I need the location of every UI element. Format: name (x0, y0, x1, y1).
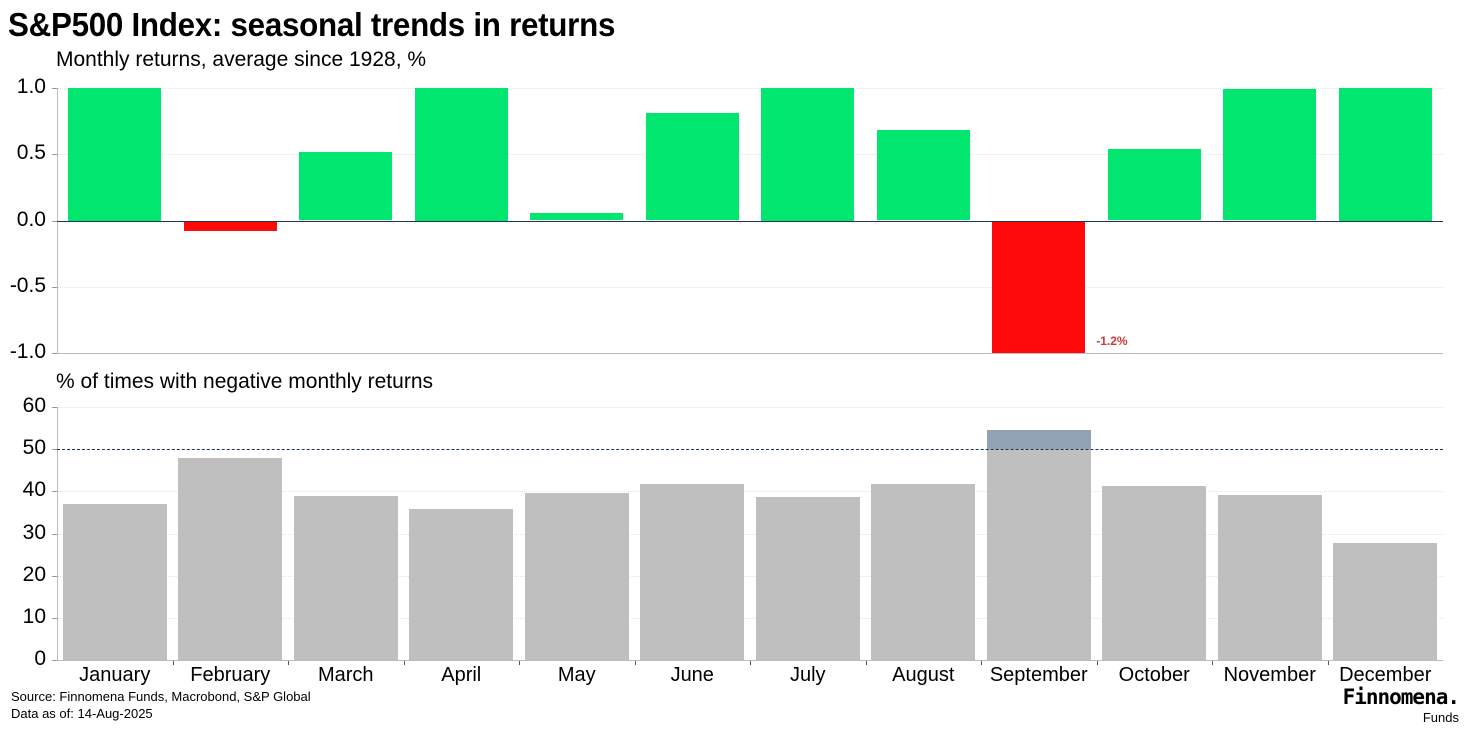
gridline (57, 575, 1443, 577)
y-tick-mark (52, 617, 57, 619)
y-tick-mark (52, 286, 57, 288)
x-tick-mark (288, 660, 289, 665)
y-axis-line (57, 407, 58, 660)
y-tick-mark (52, 220, 57, 222)
bar-march (299, 151, 393, 221)
bar-june (645, 113, 739, 221)
y-tick-label: -1.0 (9, 340, 46, 363)
bar-june (640, 483, 745, 660)
x-tick-label: July (789, 664, 826, 686)
x-tick-mark (865, 660, 867, 665)
bar-november (1223, 89, 1317, 221)
x-axis-bottom-line (57, 353, 1443, 354)
bar-march (293, 496, 398, 660)
bar-august (876, 130, 970, 221)
bar-july (761, 88, 855, 221)
top-chart-subtitle: Monthly returns, average since 1928, % (56, 48, 427, 71)
x-tick-mark (750, 660, 751, 665)
y-tick-label: 40 (22, 478, 46, 502)
y-tick-label: 10 (22, 604, 46, 628)
y-tick-mark (52, 154, 57, 156)
y-tick-mark (52, 575, 57, 577)
source-note: Source: Finnomena Funds, Macrobond, S&P … (11, 689, 311, 704)
x-tick-label: October (1118, 664, 1190, 686)
x-tick-label: September (989, 664, 1088, 686)
y-tick-label: -0.5 (9, 273, 46, 297)
bar-january (62, 503, 167, 660)
gridline (57, 88, 1443, 89)
x-tick-mark (1212, 660, 1213, 665)
x-tick-mark (172, 660, 174, 665)
x-tick-label: August (892, 664, 955, 686)
bar-november (1217, 495, 1322, 660)
bar-december (1338, 88, 1432, 221)
x-axis-line (57, 660, 1443, 661)
y-tick-label: 0.5 (16, 141, 46, 165)
finnomena-logo-sub: Funds (1422, 710, 1459, 725)
bar-september (992, 220, 1086, 353)
bar-july (755, 496, 860, 660)
y-tick-mark (52, 407, 57, 408)
bar-april (414, 88, 508, 221)
bottom-chart-subtitle: % of times with negative monthly returns (56, 370, 433, 393)
y-tick-label: 50 (22, 436, 46, 460)
x-tick-mark (403, 660, 405, 665)
x-tick-label: May (557, 664, 596, 686)
x-tick-mark (634, 660, 636, 665)
september-annotation: -1.2% (1096, 334, 1128, 348)
bar-february (183, 220, 277, 232)
chart-title: S&P500 Index: seasonal trends in returns (8, 6, 616, 43)
gridline (57, 154, 1443, 156)
x-tick-mark (981, 660, 982, 665)
finnomena-logo: Finnomena. (1342, 685, 1460, 709)
bar-october (1107, 148, 1201, 221)
gridline (57, 286, 1443, 288)
bar-august (871, 483, 976, 660)
bar-september-above-50 (986, 429, 1091, 450)
y-tick-mark (52, 491, 57, 493)
bar-december (1333, 543, 1438, 660)
gridline (57, 491, 1443, 493)
y-tick-mark (52, 88, 57, 89)
x-tick-label: February (190, 664, 271, 686)
data-date-note: Data as of: 14-Aug-2025 (11, 706, 153, 721)
gridline (57, 617, 1443, 619)
x-tick-label: June (670, 664, 714, 686)
y-tick-mark (52, 660, 57, 661)
bar-may (524, 492, 629, 660)
y-tick-label: 0.0 (16, 207, 46, 231)
y-tick-label: 30 (22, 520, 46, 544)
x-tick-label: November (1223, 664, 1316, 686)
fifty-percent-reference-line (57, 449, 1443, 451)
y-tick-label: 60 (22, 394, 46, 417)
x-tick-mark (519, 660, 520, 665)
x-tick-label: January (79, 664, 151, 686)
bar-april (409, 509, 514, 660)
zero-line (57, 220, 1443, 222)
gridline (57, 533, 1443, 535)
bar-may (530, 212, 624, 221)
x-tick-mark (1096, 660, 1098, 665)
gridline (57, 407, 1443, 408)
x-tick-label: December (1339, 664, 1432, 686)
x-tick-mark (1327, 660, 1329, 665)
y-tick-label: 20 (22, 562, 46, 586)
y-tick-mark (52, 353, 57, 354)
x-tick-label: April (441, 664, 482, 686)
y-tick-mark (52, 449, 57, 451)
bar-february (178, 458, 283, 660)
y-tick-label: 1.0 (16, 75, 46, 98)
y-tick-label: 0 (34, 647, 46, 670)
bar-january (68, 88, 162, 221)
bar-october (1102, 486, 1207, 660)
y-tick-mark (52, 533, 57, 535)
x-tick-label: March (317, 664, 374, 686)
bar-september (986, 449, 1091, 660)
